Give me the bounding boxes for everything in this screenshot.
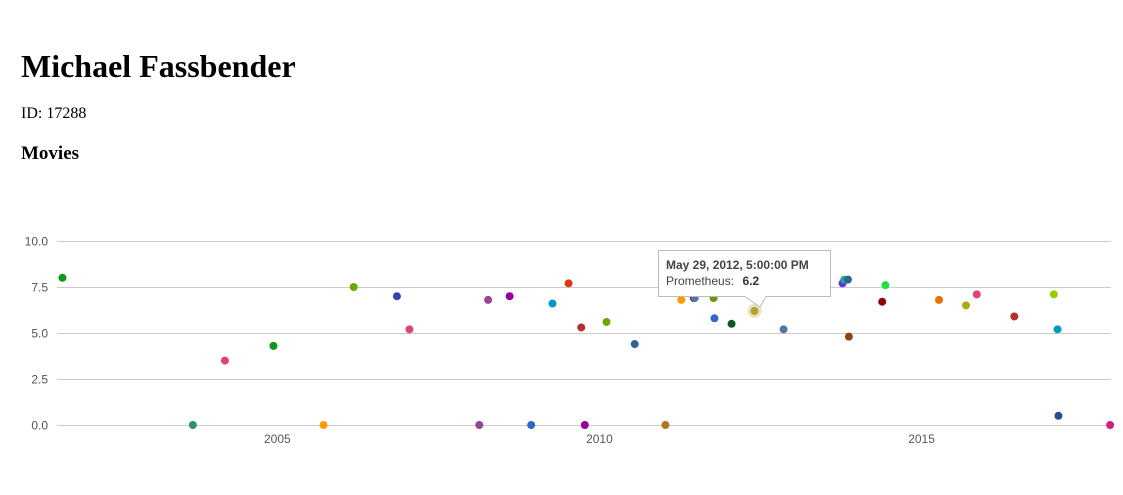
data-point[interactable] [935,295,944,304]
data-point[interactable] [349,283,358,291]
data-point[interactable] [881,281,890,290]
data-point[interactable] [58,273,67,282]
data-point[interactable] [475,421,484,429]
tooltip-series: Prometheus: [666,274,734,288]
data-point[interactable] [564,279,573,288]
tooltip-line: Prometheus: 6.2 [666,272,760,289]
data-point[interactable] [392,292,401,301]
data-point[interactable] [844,332,853,341]
y-tick-label: 0.0 [31,419,48,433]
data-point[interactable] [1049,290,1058,299]
y-tick-label: 10.0 [25,235,49,249]
data-point[interactable] [878,297,887,306]
data-point[interactable] [779,325,788,334]
data-point[interactable] [580,421,589,429]
actor-name: Michael Fassbender [21,48,296,84]
data-point[interactable] [319,421,328,429]
data-point[interactable] [1106,421,1115,429]
data-point[interactable] [548,299,557,308]
x-axis-ticks: 2005 2010 2015 [264,432,935,446]
tooltip-date: May 29, 2012, 5:00:00 PM [666,258,809,272]
data-point[interactable] [220,356,229,365]
actor-id: ID: 17288 [21,105,87,122]
y-axis-ticks: 0.0 2.5 5.0 7.5 10.0 [25,235,49,433]
y-tick-label: 7.5 [31,281,48,295]
data-point[interactable] [972,290,981,299]
data-point[interactable] [1054,411,1063,420]
x-tick-label: 2010 [586,432,613,446]
data-point[interactable] [505,292,514,301]
data-point[interactable] [727,319,736,328]
tooltip-value: 6.2 [743,274,760,288]
movies-heading: Movies [21,143,80,164]
data-point[interactable] [602,317,611,326]
data-point[interactable] [1010,312,1019,321]
data-point[interactable] [677,295,686,304]
x-tick-label: 2005 [264,432,291,446]
data-point[interactable] [1053,325,1062,334]
data-point[interactable] [630,340,639,349]
tooltip-box [658,250,831,308]
chart-grid [57,241,1111,426]
chart-points [58,273,1115,429]
data-point[interactable] [843,275,852,284]
y-tick-label: 2.5 [31,373,48,387]
data-point[interactable] [405,325,414,334]
data-point-highlighted[interactable] [750,306,759,315]
data-point[interactable] [577,323,586,332]
data-point[interactable] [961,301,970,310]
data-point[interactable] [710,314,719,323]
data-point[interactable] [527,421,536,429]
data-point[interactable] [661,421,670,429]
data-point[interactable] [484,295,493,304]
y-tick-label: 5.0 [31,327,48,341]
data-point[interactable] [188,421,197,429]
data-point[interactable] [269,341,278,350]
x-tick-label: 2015 [908,432,935,446]
chart-tooltip: May 29, 2012, 5:00:00 PM Prometheus: 6.2 [658,250,831,308]
